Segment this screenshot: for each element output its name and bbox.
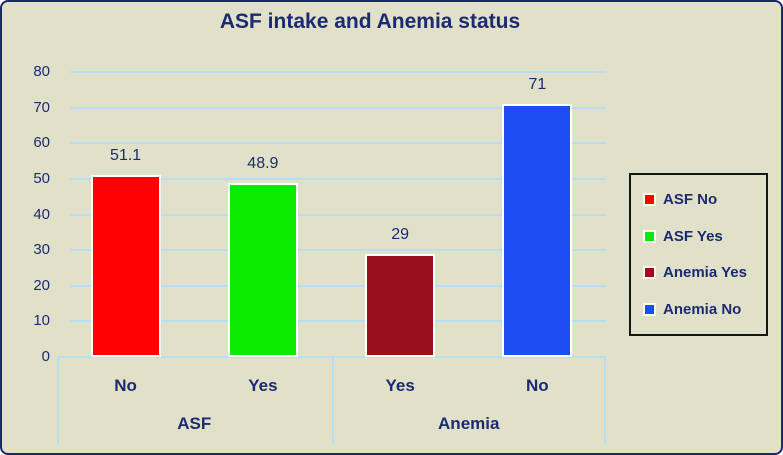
gridline-y-10: [70, 320, 606, 323]
value-label-anemia-no: 71: [528, 76, 547, 94]
x-category-label-anemia-yes: Yes: [385, 376, 415, 395]
x-category-label-asf-no: No: [114, 376, 137, 395]
legend-swatch-asf-no: [643, 192, 656, 206]
y-tick-label-60: 60: [33, 134, 50, 152]
y-tick-label-40: 40: [33, 205, 50, 223]
gridline-y-70: [70, 106, 606, 109]
gridline-y-60: [70, 142, 606, 145]
legend-box: ASF No ASF Yes Anemia Yes Anemia No: [629, 173, 768, 336]
legend-label-anemia-yes: Anemia Yes: [663, 264, 747, 282]
legend-swatch-asf-yes: [643, 229, 656, 243]
legend-label-asf-yes: ASF Yes: [663, 227, 723, 245]
axis-separator-0: [57, 356, 59, 444]
value-label-anemia-yes: 29: [391, 225, 410, 243]
value-label-asf-no: 51.1: [110, 146, 142, 164]
y-tick-label-50: 50: [33, 169, 50, 187]
bar-anemia-no: [502, 104, 573, 357]
x-group-label-asf: ASF: [177, 414, 212, 433]
axis-separator-2: [604, 356, 606, 444]
gridline-y-30: [70, 249, 606, 252]
legend-item-asf-no: ASF No: [643, 191, 766, 208]
bar-asf-no: [90, 174, 161, 357]
legend-item-asf-yes: ASF Yes: [643, 228, 766, 245]
bar-asf-yes: [227, 182, 298, 357]
legend-label-anemia-no: Anemia No: [663, 301, 742, 319]
legend-item-anemia-no: Anemia No: [643, 301, 766, 318]
legend-swatch-anemia-yes: [643, 266, 656, 280]
gridline-y-80: [70, 71, 606, 73]
value-label-asf-yes: 48.9: [247, 154, 279, 172]
y-tick-label-0: 0: [41, 348, 50, 365]
x-category-label-anemia-no: No: [526, 376, 549, 395]
y-tick-label-20: 20: [33, 276, 50, 294]
legend-item-anemia-yes: Anemia Yes: [643, 264, 766, 281]
x-group-label-anemia: Anemia: [438, 414, 500, 433]
gridline-y-50: [70, 177, 606, 180]
gridline-y-20: [70, 284, 606, 287]
gridline-y-40: [70, 213, 606, 216]
legend-swatch-anemia-no: [643, 303, 656, 317]
y-tick-label-80: 80: [33, 63, 50, 80]
bar-anemia-yes: [365, 253, 436, 357]
legend-label-asf-no: ASF No: [663, 190, 718, 208]
y-tick-label-10: 10: [33, 312, 50, 330]
chart-title: ASF intake and Anemia status: [219, 10, 521, 33]
axis-separator-1: [331, 356, 334, 444]
y-tick-label-70: 70: [33, 98, 50, 116]
y-tick-label-30: 30: [33, 241, 50, 259]
x-category-label-asf-yes: Yes: [248, 376, 278, 395]
